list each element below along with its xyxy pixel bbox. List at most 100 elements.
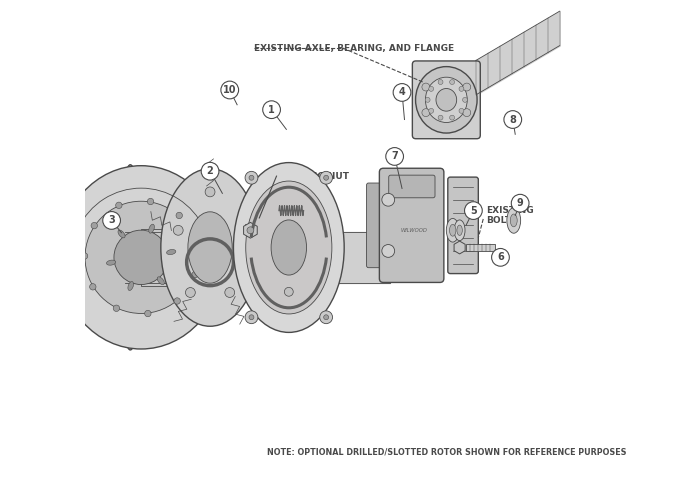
- Ellipse shape: [249, 175, 254, 180]
- Ellipse shape: [425, 98, 430, 102]
- Ellipse shape: [463, 98, 468, 102]
- Ellipse shape: [113, 305, 120, 311]
- Ellipse shape: [114, 230, 168, 285]
- Circle shape: [201, 162, 219, 180]
- Ellipse shape: [436, 89, 456, 111]
- Ellipse shape: [438, 115, 443, 120]
- Ellipse shape: [382, 194, 395, 206]
- Ellipse shape: [459, 108, 464, 113]
- Circle shape: [393, 84, 411, 101]
- FancyBboxPatch shape: [412, 61, 480, 139]
- Ellipse shape: [128, 282, 134, 291]
- FancyBboxPatch shape: [448, 177, 478, 274]
- Ellipse shape: [85, 201, 197, 313]
- Ellipse shape: [118, 230, 125, 238]
- Ellipse shape: [188, 212, 232, 283]
- Text: EXISTING NUT: EXISTING NUT: [276, 172, 349, 181]
- Ellipse shape: [91, 222, 97, 229]
- Ellipse shape: [237, 225, 247, 235]
- Circle shape: [103, 211, 120, 229]
- Ellipse shape: [145, 310, 151, 317]
- Ellipse shape: [186, 288, 195, 297]
- Ellipse shape: [205, 187, 215, 197]
- Ellipse shape: [449, 115, 454, 120]
- Circle shape: [463, 109, 470, 116]
- Ellipse shape: [428, 108, 434, 113]
- Text: NOTE: OPTIONAL DRILLED/SLOTTED ROTOR SHOWN FOR REFERENCE PURPOSES: NOTE: OPTIONAL DRILLED/SLOTTED ROTOR SHO…: [267, 447, 626, 456]
- Ellipse shape: [454, 220, 465, 241]
- Text: 10: 10: [223, 85, 237, 95]
- Circle shape: [422, 109, 430, 116]
- Text: 7: 7: [391, 151, 398, 161]
- Ellipse shape: [147, 198, 154, 205]
- Ellipse shape: [193, 240, 199, 246]
- Circle shape: [511, 195, 529, 212]
- Ellipse shape: [249, 315, 254, 320]
- Ellipse shape: [245, 311, 258, 324]
- Ellipse shape: [510, 214, 517, 227]
- Ellipse shape: [59, 166, 223, 349]
- Ellipse shape: [449, 80, 454, 85]
- Ellipse shape: [167, 249, 176, 254]
- Ellipse shape: [158, 277, 164, 285]
- Text: 2: 2: [206, 166, 214, 176]
- Ellipse shape: [438, 80, 443, 85]
- Circle shape: [422, 83, 430, 91]
- Circle shape: [386, 148, 403, 165]
- Ellipse shape: [426, 77, 467, 122]
- Ellipse shape: [90, 284, 96, 290]
- Ellipse shape: [320, 171, 332, 184]
- Ellipse shape: [382, 245, 395, 257]
- Bar: [141, 229, 178, 286]
- Ellipse shape: [323, 315, 328, 320]
- Text: WILWOOD: WILWOOD: [401, 228, 428, 233]
- FancyBboxPatch shape: [389, 175, 435, 198]
- Ellipse shape: [119, 165, 141, 350]
- Ellipse shape: [225, 288, 235, 297]
- Polygon shape: [454, 241, 466, 254]
- Ellipse shape: [106, 260, 116, 265]
- Ellipse shape: [416, 67, 477, 133]
- Ellipse shape: [459, 87, 464, 91]
- Ellipse shape: [116, 202, 122, 208]
- Ellipse shape: [271, 220, 307, 275]
- Ellipse shape: [149, 224, 155, 233]
- Ellipse shape: [192, 271, 198, 278]
- Ellipse shape: [507, 207, 521, 233]
- Ellipse shape: [428, 87, 434, 91]
- Ellipse shape: [323, 175, 328, 180]
- Text: 8: 8: [510, 114, 516, 125]
- Bar: [466, 244, 495, 251]
- Text: 1: 1: [268, 104, 275, 115]
- Ellipse shape: [449, 224, 456, 236]
- Ellipse shape: [447, 218, 459, 242]
- Text: EXISTING AXLE, BEARING, AND FLANGE: EXISTING AXLE, BEARING, AND FLANGE: [254, 44, 454, 52]
- Ellipse shape: [284, 288, 293, 296]
- FancyBboxPatch shape: [379, 168, 444, 283]
- Text: 9: 9: [517, 198, 524, 208]
- Ellipse shape: [174, 225, 183, 235]
- Ellipse shape: [174, 298, 181, 304]
- Ellipse shape: [245, 171, 258, 184]
- Ellipse shape: [161, 169, 259, 326]
- Circle shape: [465, 202, 482, 219]
- FancyBboxPatch shape: [367, 183, 384, 268]
- Circle shape: [262, 101, 281, 118]
- Text: 5: 5: [470, 205, 477, 216]
- Circle shape: [491, 248, 510, 266]
- Ellipse shape: [320, 311, 332, 324]
- Polygon shape: [244, 222, 257, 238]
- Ellipse shape: [246, 181, 332, 314]
- Text: 3: 3: [108, 215, 115, 225]
- Text: 6: 6: [497, 252, 504, 262]
- Ellipse shape: [176, 212, 183, 219]
- Circle shape: [504, 111, 522, 128]
- Circle shape: [463, 83, 470, 91]
- Circle shape: [247, 227, 254, 234]
- Ellipse shape: [233, 162, 344, 333]
- Text: EXISTING
BOLT: EXISTING BOLT: [486, 206, 533, 225]
- Ellipse shape: [81, 253, 88, 259]
- Circle shape: [221, 81, 239, 99]
- Text: 4: 4: [398, 88, 405, 98]
- Ellipse shape: [457, 225, 462, 236]
